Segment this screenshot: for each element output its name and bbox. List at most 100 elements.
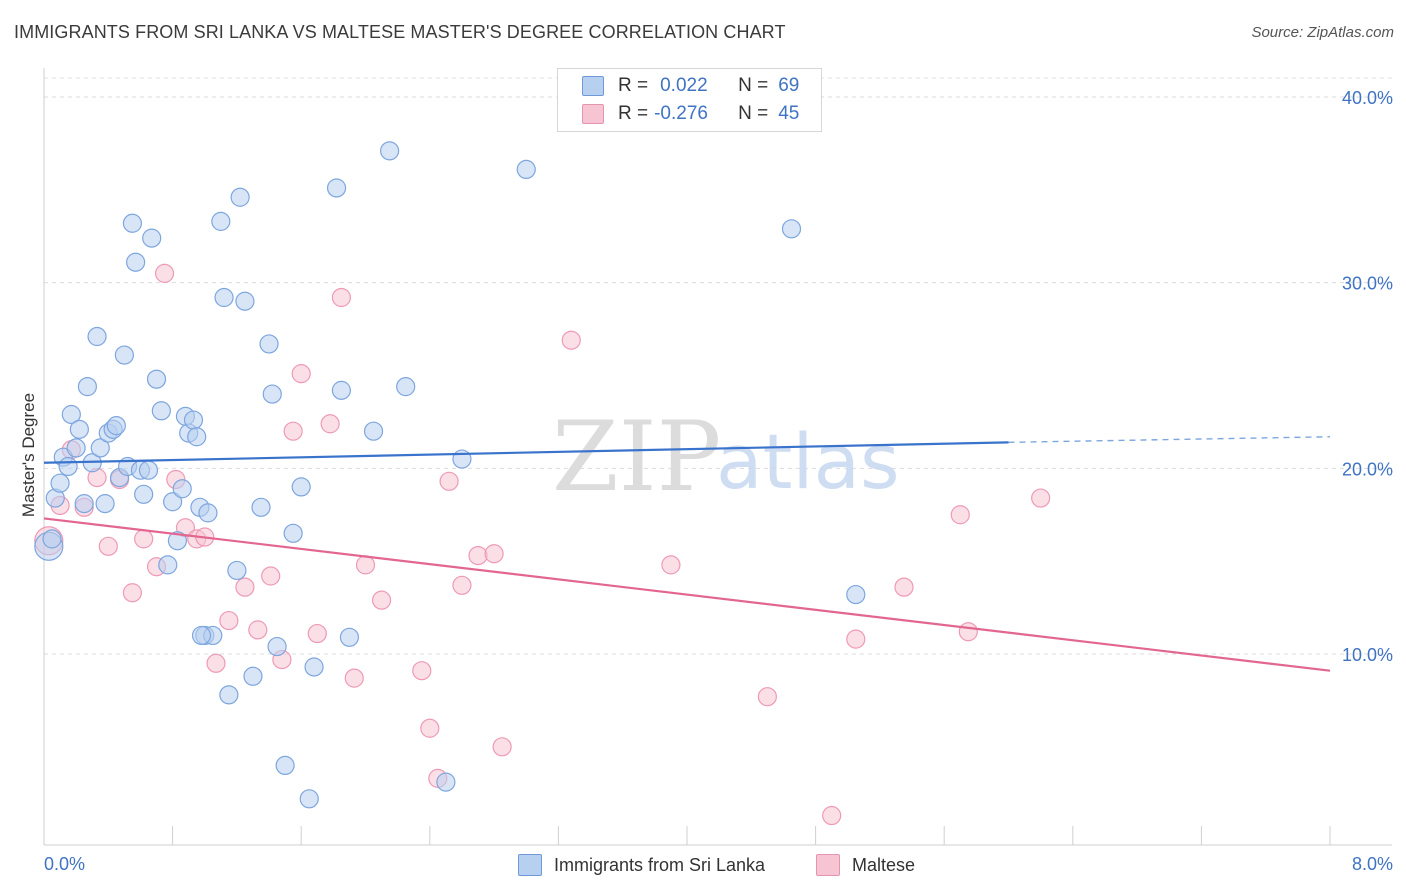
bottom-legend-sri-lanka: Immigrants from Sri Lanka (518, 852, 765, 878)
maltese-point (439, 471, 459, 491)
sri-lanka-point (114, 345, 134, 365)
sri-lanka-point (380, 141, 400, 161)
sri-lanka-point (846, 584, 866, 605)
maltese-point (757, 687, 777, 707)
sri-lanka-point (516, 159, 536, 180)
chart-source: Source: ZipAtlas.com (1251, 24, 1394, 41)
sri-lanka-point (95, 494, 115, 514)
maltese-point (235, 577, 255, 597)
sri-lanka-point (211, 211, 231, 231)
legend-r-value: -0.276 (654, 103, 708, 124)
sri-lanka-point (187, 427, 207, 447)
sri-lanka-point (50, 473, 70, 493)
sri-lanka-point (396, 377, 416, 397)
sri-lanka-point (167, 531, 188, 551)
maltese-point (950, 505, 970, 525)
maltese-point (98, 536, 118, 556)
maltese-point (248, 620, 268, 640)
maltese-points (34, 263, 1051, 826)
legend-n-value: 45 (778, 103, 800, 124)
sri-lanka-point (191, 625, 212, 646)
watermark: ZIP atlas (552, 401, 900, 513)
sri-lanka-point (183, 410, 204, 430)
sri-lanka-point (267, 636, 287, 657)
maltese-point (219, 610, 239, 631)
y-axis-label: Master's Degree (19, 393, 38, 517)
legend-n-value: 69 (778, 75, 800, 96)
sri-lanka-point (126, 252, 146, 272)
maltese-point (283, 421, 303, 441)
sri-lanka-trend-extension (1008, 436, 1331, 444)
legend-row-sri-lanka: R = 0.022 N = 69 (582, 73, 799, 99)
x-tick-label-min: 0.0% (44, 854, 85, 874)
maltese-point (154, 263, 175, 283)
maltese-point (291, 364, 311, 384)
sri-lanka-point (331, 380, 351, 400)
bottom-legend-label: Maltese (852, 854, 916, 875)
maltese-point (122, 583, 143, 603)
sri-lanka-trend-line (43, 441, 1009, 464)
bottom-legend-maltese: Maltese (816, 852, 915, 878)
sri-lanka-point (146, 369, 167, 389)
sri-lanka-point (227, 560, 247, 581)
sri-lanka-point (77, 377, 98, 397)
maltese-point (468, 545, 488, 566)
maltese-point (420, 718, 440, 738)
legend-r-value: 0.022 (660, 75, 708, 96)
sri-lanka-point (61, 404, 81, 425)
maltese-point (822, 805, 842, 826)
maltese-point (355, 555, 376, 575)
legend-r-label: R = (618, 103, 649, 124)
chart-title: IMMIGRANTS FROM SRI LANKA VS MALTESE MAS… (14, 22, 786, 42)
sri-lanka-point (87, 326, 107, 347)
legend-swatch-blue (582, 76, 604, 96)
gridlines (44, 77, 1392, 655)
sri-lanka-point (251, 497, 271, 517)
sri-lanka-point (42, 529, 62, 549)
sri-lanka-point (58, 456, 78, 477)
legend-r-label: R = (618, 75, 649, 96)
maltese-point (894, 577, 914, 597)
y-tick-label: 20.0% (1342, 459, 1393, 479)
sri-lanka-point (198, 503, 218, 523)
legend-n-label: N = (738, 103, 769, 124)
sri-lanka-point (122, 213, 143, 233)
y-tick-label: 10.0% (1342, 645, 1393, 665)
y-tick-label: 40.0% (1342, 88, 1393, 108)
maltese-trend-line (43, 517, 1331, 672)
legend-n-label: N = (738, 75, 769, 96)
maltese-point (484, 544, 504, 564)
legend-row-maltese: R = -0.276 N = 45 (582, 101, 799, 127)
maltese-point (331, 287, 351, 308)
maltese-point (307, 623, 327, 644)
y-tick-label: 30.0% (1342, 274, 1393, 294)
sri-lanka-point (291, 477, 311, 497)
sri-lanka-point (243, 666, 263, 686)
sri-lanka-point (138, 460, 159, 480)
y-tick-labels: 10.0% 20.0% 30.0% 40.0% (1342, 88, 1393, 665)
sri-lanka-point (326, 178, 347, 198)
sri-lanka-point (158, 555, 178, 575)
bottom-legend-label: Immigrants from Sri Lanka (554, 854, 766, 875)
sri-lanka-point (299, 789, 319, 809)
watermark-zip: ZIP (552, 401, 721, 513)
sri-lanka-point (66, 438, 86, 458)
sri-lanka-point (74, 494, 94, 514)
bottom-legend-swatch-blue (518, 854, 542, 876)
maltese-point (371, 590, 392, 610)
maltese-point (206, 653, 226, 673)
sri-lanka-point (436, 772, 456, 792)
maltese-point (1031, 488, 1051, 508)
sri-lanka-point (151, 401, 171, 421)
sri-lanka-point (259, 334, 279, 354)
bottom-legend-swatch-pink (816, 854, 840, 876)
sri-lanka-point (69, 419, 89, 439)
sri-lanka-point (163, 492, 183, 512)
sri-lanka-point (106, 416, 126, 436)
sri-lanka-point (363, 421, 384, 441)
maltese-point (661, 555, 681, 575)
sri-lanka-point (235, 291, 255, 311)
watermark-atlas: atlas (716, 417, 900, 506)
sri-lanka-point (230, 187, 250, 207)
